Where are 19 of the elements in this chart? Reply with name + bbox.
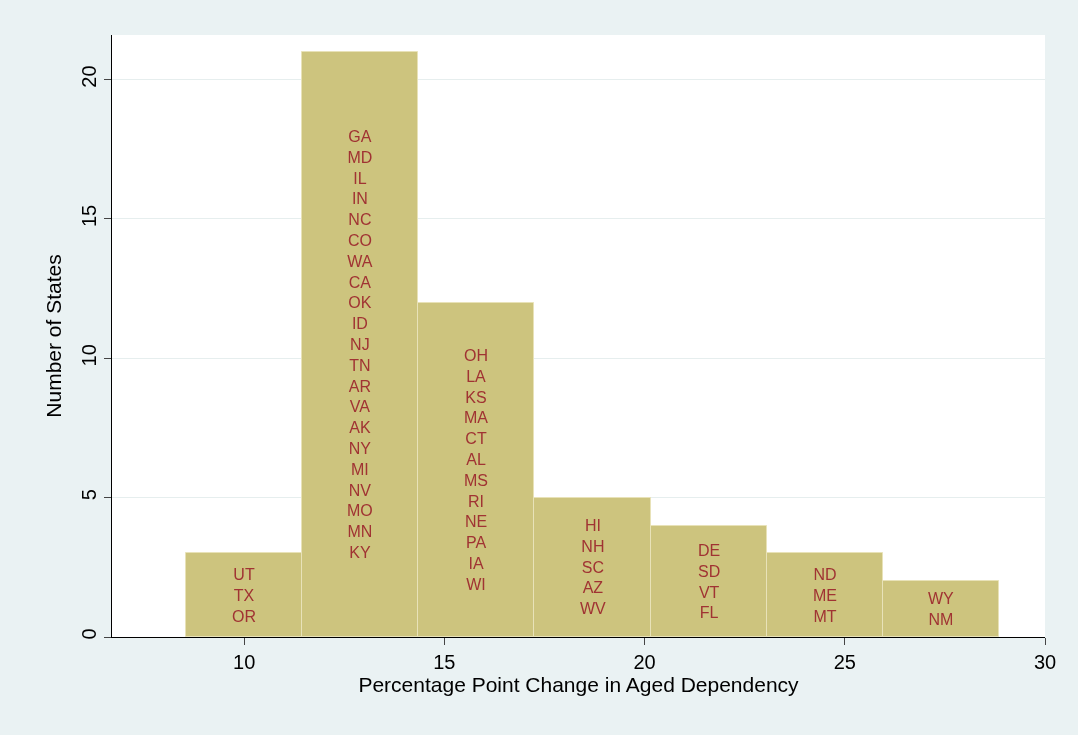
x-tick-label: 25 — [833, 651, 856, 673]
y-tick-label: 5 — [78, 489, 100, 501]
annotation: WY NM — [928, 590, 955, 628]
x-tick-label: 10 — [233, 651, 256, 673]
y-axis-title: Number of States — [42, 254, 66, 418]
y-tick-label: 20 — [78, 65, 100, 88]
annotation: UT TX OR — [232, 566, 256, 625]
x-tick-label: 30 — [1033, 651, 1057, 673]
annotation: HI NH SC AZ WV — [580, 517, 607, 618]
x-axis-title: Percentage Point Change in Aged Dependency — [358, 673, 800, 696]
x-tick-label: 20 — [633, 651, 656, 673]
annotation: ND ME MT — [813, 566, 837, 625]
y-tick-label: 0 — [78, 628, 100, 640]
text: GA MD IL IN NC CO WA CA OK ID NJ TN AR VA AK NY MI NV MO MN KY — [347, 128, 373, 561]
y-tick-label: 10 — [78, 344, 100, 367]
annotation: DE SD VT FL — [698, 542, 721, 622]
x-tick-label: 15 — [433, 651, 456, 673]
y-tick-label: 15 — [78, 204, 100, 228]
text: OH LA KS MA CT AL MS RI NE PA IA WI — [464, 347, 488, 593]
